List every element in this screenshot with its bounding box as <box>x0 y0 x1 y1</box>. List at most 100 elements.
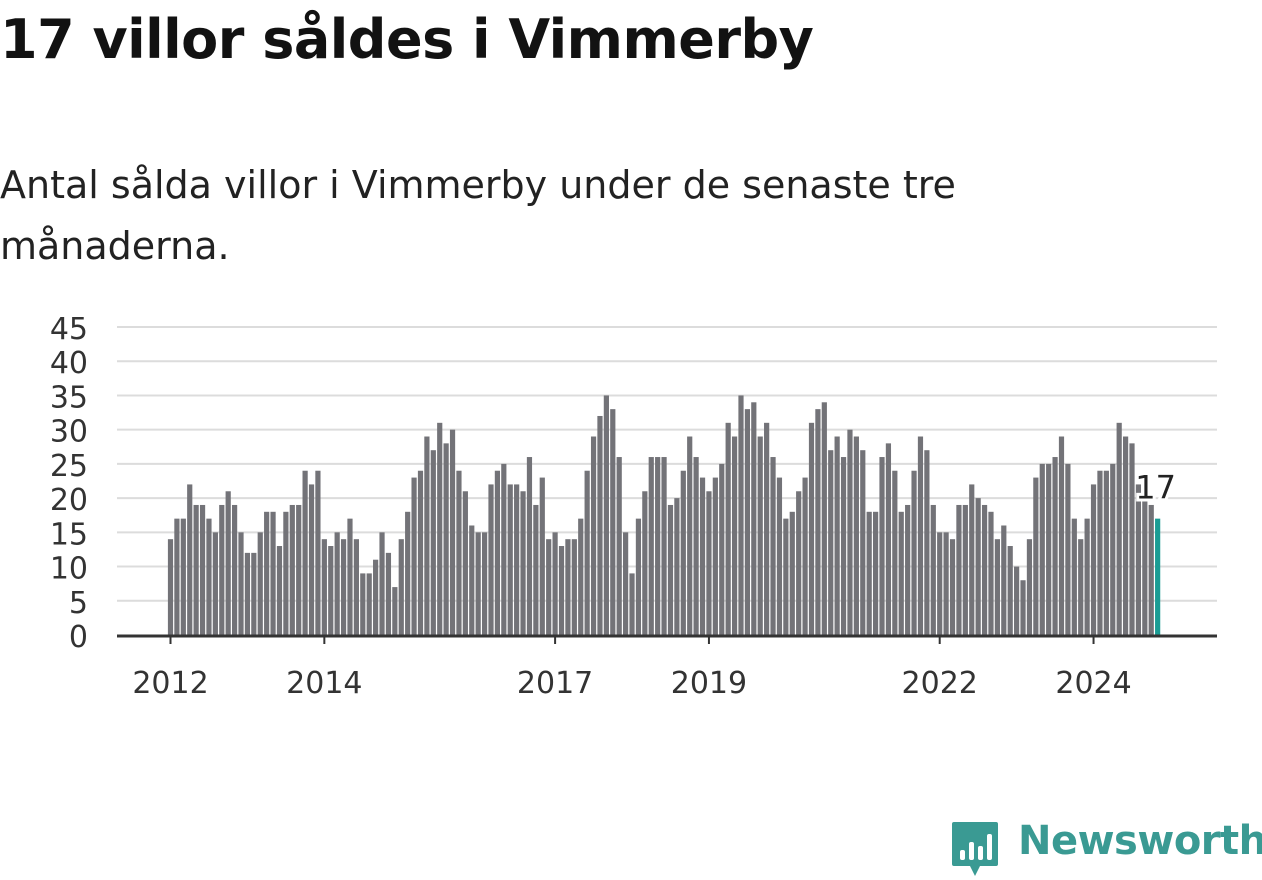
brand-name: Newsworthy <box>1018 818 1262 864</box>
bar <box>443 443 449 635</box>
bar <box>981 504 988 635</box>
bar <box>251 552 257 635</box>
bar <box>610 409 616 635</box>
bar <box>1007 546 1013 635</box>
last-value-label: 17 <box>1135 469 1176 507</box>
bar <box>244 552 251 635</box>
bar <box>296 504 302 635</box>
bar <box>578 518 584 635</box>
bar <box>187 484 193 635</box>
y-tick-label: 5 <box>69 586 88 621</box>
bar <box>417 470 424 635</box>
bar <box>526 457 533 635</box>
bar <box>751 402 757 635</box>
bar <box>590 436 597 635</box>
bar <box>943 532 949 635</box>
bar <box>834 436 840 635</box>
bar <box>731 436 738 635</box>
x-tick-label: 2024 <box>1055 666 1131 701</box>
bar <box>719 463 725 635</box>
bar <box>289 504 295 635</box>
bar <box>546 539 552 635</box>
bar <box>328 546 334 635</box>
bar <box>648 457 654 635</box>
x-axis-ticks: 2012 2014 2017 2019 2022 2024 <box>132 637 1132 701</box>
bar <box>212 532 218 635</box>
bar <box>475 532 481 635</box>
y-tick-label: 35 <box>50 380 88 415</box>
bar <box>937 532 943 635</box>
bar <box>308 484 315 635</box>
bar <box>539 477 545 635</box>
bar <box>174 518 180 635</box>
bar <box>558 546 565 635</box>
x-tick-label: 2022 <box>902 666 978 701</box>
bar <box>603 395 609 635</box>
bar <box>687 436 693 635</box>
bar <box>924 450 930 635</box>
bar <box>866 511 872 635</box>
bar <box>283 511 289 635</box>
bar <box>911 470 917 635</box>
bar <box>360 573 366 635</box>
bar <box>1026 539 1033 635</box>
bar <box>840 457 847 635</box>
bar <box>488 484 494 635</box>
bar <box>424 436 430 635</box>
bar <box>629 573 635 635</box>
bar <box>898 511 904 635</box>
bar <box>744 409 750 635</box>
bar <box>667 504 674 635</box>
bar <box>462 491 468 635</box>
bar <box>661 457 667 635</box>
bar <box>1078 539 1084 635</box>
bar <box>917 436 924 635</box>
bar <box>1148 504 1154 635</box>
bar <box>1110 463 1116 635</box>
bar <box>1001 525 1007 635</box>
bar <box>373 559 379 635</box>
bar <box>693 457 699 635</box>
bar <box>994 539 1000 635</box>
bar <box>1129 443 1135 635</box>
bar <box>821 402 827 635</box>
bar <box>1084 518 1090 635</box>
bar <box>962 504 968 635</box>
bar <box>808 422 815 635</box>
bar <box>1135 484 1142 635</box>
bar <box>757 436 763 635</box>
bar <box>956 504 962 635</box>
y-tick-label: 30 <box>50 415 88 450</box>
bar <box>565 539 571 635</box>
bar <box>860 450 866 635</box>
bar <box>905 504 911 635</box>
bar <box>1142 498 1148 635</box>
bar <box>225 491 231 635</box>
bar <box>828 450 834 635</box>
bar <box>411 477 417 635</box>
bar <box>302 470 308 635</box>
bar <box>264 511 270 635</box>
bar <box>206 518 212 635</box>
y-tick-label: 0 <box>69 620 88 655</box>
bar <box>469 525 475 635</box>
bar <box>674 498 680 635</box>
bar <box>481 532 488 635</box>
bar <box>533 504 539 635</box>
bar <box>892 470 898 635</box>
x-tick-label: 2014 <box>286 666 362 701</box>
bar <box>949 539 956 635</box>
bar <box>1058 436 1065 635</box>
y-tick-label: 25 <box>50 449 88 484</box>
bar <box>1039 463 1045 635</box>
x-tick-label: 2012 <box>132 666 208 701</box>
bar <box>969 484 975 635</box>
bar <box>1033 477 1039 635</box>
bar <box>405 511 411 635</box>
bar <box>385 552 392 635</box>
bar <box>379 532 385 635</box>
bar <box>725 422 731 635</box>
newsworthy-logo-icon <box>952 822 998 876</box>
